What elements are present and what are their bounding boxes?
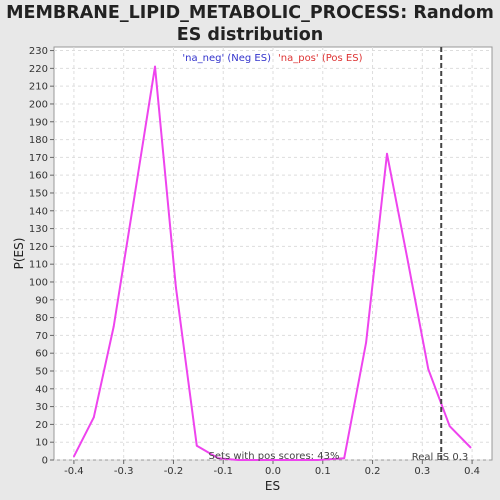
axes: 0 10 20 30 40 50 60 70 80 90 100 110 120 130 140 150 160… — [29, 46, 480, 477]
data-point — [217, 457, 220, 460]
y-tick-label: 40 — [35, 384, 48, 395]
legend-entry-neg: 'na_neg' (Neg ES) — [182, 53, 271, 64]
data-point — [296, 459, 299, 461]
data-point — [365, 341, 367, 344]
data-point — [112, 325, 115, 328]
y-tick-label: 60 — [35, 349, 48, 360]
data-point — [386, 152, 388, 155]
x-tick-label: -0.4 — [64, 466, 84, 477]
y-tick-label: 20 — [35, 420, 48, 431]
y-tick-label: 180 — [29, 135, 48, 146]
data-point — [469, 446, 472, 449]
x-tick-label: 0.0 — [265, 466, 281, 477]
data-point — [92, 416, 95, 419]
data-point — [73, 455, 75, 458]
x-tick-label: -0.3 — [114, 466, 134, 477]
y-tick-label: 220 — [29, 64, 48, 75]
data-point — [277, 459, 279, 461]
series-marks — [73, 47, 472, 461]
data-point — [316, 459, 319, 461]
y-tick-label: 80 — [35, 313, 48, 324]
data-point — [154, 65, 156, 68]
y-tick-label: 140 — [29, 206, 48, 217]
legend-entry-pos: 'na_pos' (Pos ES) — [278, 53, 363, 64]
legend: 'na_neg' (Neg ES) 'na_pos' (Pos ES) — [182, 53, 362, 64]
y-tick-label: 130 — [29, 224, 48, 235]
x-tick-label: -0.2 — [164, 466, 184, 477]
y-tick-label: 190 — [29, 117, 48, 128]
y-tick-label: 10 — [35, 438, 48, 449]
data-point — [406, 257, 409, 260]
data-point — [343, 457, 346, 460]
y-tick-label: 200 — [29, 99, 48, 110]
pos-scores-annotation: Sets with pos scores: 43% — [209, 451, 340, 462]
y-tick-label: 210 — [29, 82, 48, 93]
y-tick-label: 70 — [35, 331, 48, 342]
chart-title: MEMBRANE_LIPID_METABOLIC_PROCESS: Random… — [6, 3, 494, 45]
data-point — [427, 368, 430, 371]
y-axis-label: P(ES) — [12, 238, 26, 270]
y-tick-label: 160 — [29, 171, 48, 182]
series-line — [73, 65, 472, 461]
y-tick-label: 30 — [35, 402, 48, 413]
y-tick-label: 50 — [35, 366, 48, 377]
data-point — [132, 200, 135, 203]
y-tick-label: 230 — [29, 46, 48, 57]
x-axis-label: ES — [265, 479, 280, 493]
x-tick-label: 0.4 — [464, 466, 480, 477]
y-tick-label: 120 — [29, 242, 48, 253]
y-tick-label: 100 — [29, 277, 48, 288]
y-tick-label: 150 — [29, 188, 48, 199]
data-point — [175, 286, 177, 289]
y-tick-label: 110 — [29, 260, 48, 271]
x-tick-label: 0.2 — [365, 466, 381, 477]
data-point — [448, 425, 451, 428]
x-tick-label: 0.1 — [315, 466, 331, 477]
y-tick-label: 170 — [29, 153, 48, 164]
real-es-annotation: Real ES 0.3 — [412, 452, 468, 463]
grid-lines — [54, 47, 492, 461]
data-point — [195, 444, 198, 447]
data-point — [257, 459, 259, 461]
data-point — [237, 459, 240, 461]
y-tick-label: 0 — [42, 456, 48, 467]
y-tick-label: 90 — [35, 295, 48, 306]
x-tick-label: -0.1 — [213, 466, 233, 477]
x-tick-label: 0.3 — [414, 466, 430, 477]
